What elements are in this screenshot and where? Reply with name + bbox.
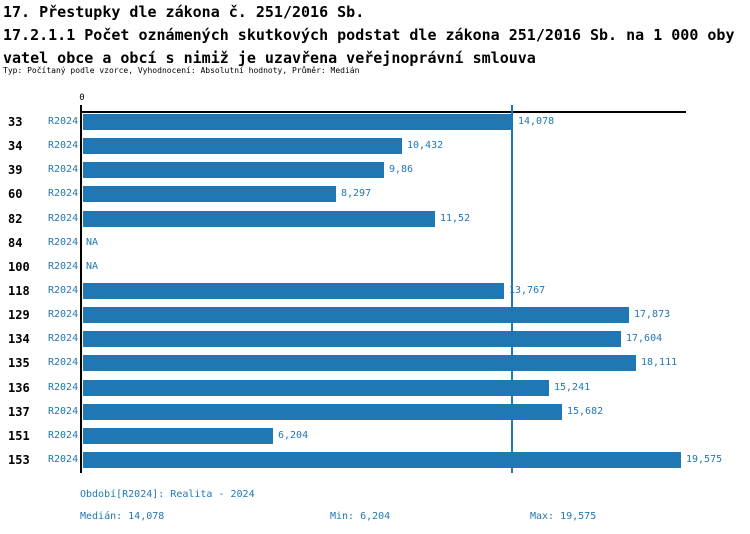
category-label: 84 — [8, 236, 23, 250]
value-label: 9,86 — [389, 164, 414, 175]
table-row: 60 R2024 8,297 — [0, 186, 750, 202]
series-label: R2024 — [48, 406, 79, 417]
series-label: R2024 — [48, 261, 79, 272]
series-label: R2024 — [48, 454, 79, 465]
table-row: 137 R2024 15,682 — [0, 404, 750, 420]
table-row: 39 R2024 9,86 — [0, 162, 750, 178]
value-label: NA — [86, 237, 99, 248]
series-label: R2024 — [48, 285, 79, 296]
value-label: 8,297 — [341, 188, 372, 199]
category-label: 82 — [8, 212, 23, 226]
bar — [83, 380, 549, 396]
indicator-title-line1: 17.2.1.1 Počet oznámených skutkových pod… — [3, 26, 735, 44]
bar — [83, 114, 513, 130]
category-label: 39 — [8, 163, 23, 177]
bar — [83, 355, 636, 371]
value-label: 14,078 — [518, 116, 555, 127]
x-axis-zero-tick-label: 0 — [79, 93, 85, 103]
bar — [83, 162, 384, 178]
series-label: R2024 — [48, 309, 79, 320]
table-row: 153 R2024 19,575 — [0, 452, 750, 468]
series-label: R2024 — [48, 188, 79, 199]
bar — [83, 404, 562, 420]
series-label: R2024 — [48, 116, 79, 127]
category-label: 60 — [8, 187, 23, 201]
table-row: 135 R2024 18,111 — [0, 355, 750, 371]
table-row: 129 R2024 17,873 — [0, 307, 750, 323]
y-axis-line — [80, 105, 82, 473]
value-label: 17,604 — [626, 333, 663, 344]
max-stat: Max: 19,575 — [530, 511, 597, 522]
category-label: 134 — [8, 332, 30, 346]
series-label: R2024 — [48, 164, 79, 175]
category-label: 153 — [8, 453, 30, 467]
category-label: 135 — [8, 356, 30, 370]
series-label: R2024 — [48, 333, 79, 344]
table-row: 136 R2024 15,241 — [0, 380, 750, 396]
series-label: R2024 — [48, 140, 79, 151]
series-label: R2024 — [48, 213, 79, 224]
series-label: R2024 — [48, 357, 79, 368]
bar — [83, 452, 681, 468]
value-label: 18,111 — [641, 357, 678, 368]
value-label: 17,873 — [634, 309, 671, 320]
bar — [83, 211, 435, 227]
value-label: 11,52 — [440, 213, 471, 224]
bar — [83, 331, 621, 347]
category-label: 151 — [8, 429, 30, 443]
category-label: 33 — [8, 115, 23, 129]
table-row: 118 R2024 13,767 — [0, 283, 750, 299]
bar — [83, 428, 273, 444]
series-label: R2024 — [48, 237, 79, 248]
bar — [83, 186, 336, 202]
table-row: 84 R2024 NA — [0, 235, 750, 251]
bar — [83, 138, 402, 154]
period-legend: Období[R2024]: Realita - 2024 — [80, 489, 255, 500]
category-label: 136 — [8, 381, 30, 395]
table-row: 151 R2024 6,204 — [0, 428, 750, 444]
median-reference-line — [511, 105, 513, 473]
section-title: 17. Přestupky dle zákona č. 251/2016 Sb. — [3, 3, 365, 21]
table-row: 33 R2024 14,078 — [0, 114, 750, 130]
bar — [83, 307, 629, 323]
bar — [83, 283, 504, 299]
indicator-meta: Typ: Počítaný podle vzorce, Vyhodnocení:… — [3, 66, 360, 75]
table-row: 82 R2024 11,52 — [0, 211, 750, 227]
value-label: 15,682 — [567, 406, 604, 417]
value-label: 13,767 — [509, 285, 546, 296]
indicator-title-line2: vatel obce a obcí s nimiž je uzavřena ve… — [3, 49, 536, 67]
category-label: 137 — [8, 405, 30, 419]
table-row: 134 R2024 17,604 — [0, 331, 750, 347]
series-label: R2024 — [48, 430, 79, 441]
median-stat: Medián: 14,078 — [80, 511, 165, 522]
category-label: 100 — [8, 260, 30, 274]
table-row: 34 R2024 10,432 — [0, 138, 750, 154]
category-label: 34 — [8, 139, 23, 153]
min-stat: Min: 6,204 — [330, 511, 391, 522]
category-label: 129 — [8, 308, 30, 322]
value-label: 10,432 — [407, 140, 444, 151]
x-axis-line — [80, 111, 686, 113]
value-label: 19,575 — [686, 454, 723, 465]
series-label: R2024 — [48, 382, 79, 393]
value-label: NA — [86, 261, 99, 272]
value-label: 6,204 — [278, 430, 309, 441]
value-label: 15,241 — [554, 382, 591, 393]
table-row: 100 R2024 NA — [0, 259, 750, 275]
category-label: 118 — [8, 284, 30, 298]
